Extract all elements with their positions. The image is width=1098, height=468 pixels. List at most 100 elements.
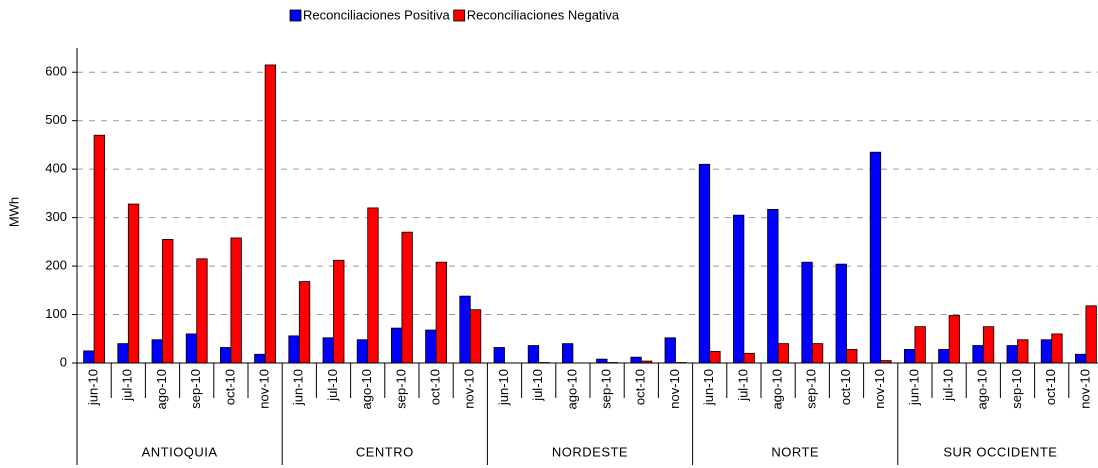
bar <box>117 343 129 364</box>
bar <box>527 345 540 364</box>
bar <box>948 315 960 364</box>
x-tick-label: oct-10 <box>838 369 853 405</box>
bar <box>1051 333 1063 364</box>
x-tick-label: jun-10 <box>906 369 921 406</box>
y-tick-label: 200 <box>45 258 67 273</box>
bar <box>469 309 482 364</box>
bar <box>596 358 608 364</box>
bar <box>709 350 721 364</box>
x-tick-label: jun-10 <box>496 369 511 406</box>
group-label: NORTE <box>771 444 819 459</box>
bar <box>630 356 642 364</box>
bar <box>288 335 300 364</box>
bar <box>1085 305 1097 364</box>
x-tick-label: jun-10 <box>701 369 716 406</box>
x-tick-label: jul-10 <box>530 369 545 402</box>
x-tick-label: nov-10 <box>462 369 477 409</box>
x-tick-label: oct-10 <box>428 369 443 405</box>
bar <box>835 263 847 364</box>
bar <box>733 214 745 364</box>
y-axis-title: MWh <box>6 197 21 227</box>
x-tick-label: nov-10 <box>872 369 887 409</box>
bar <box>1017 339 1029 364</box>
bar <box>356 339 369 364</box>
bar <box>846 349 858 364</box>
x-tick-label: sep-10 <box>599 369 614 409</box>
bar <box>367 207 379 364</box>
bar <box>264 64 277 364</box>
x-tick-label: jul-10 <box>120 369 135 402</box>
bar <box>425 329 437 364</box>
bar <box>938 349 950 364</box>
bar <box>254 353 266 364</box>
bar <box>743 352 755 364</box>
y-tick-label: 100 <box>45 306 67 321</box>
bar <box>904 349 916 364</box>
bar <box>811 343 824 364</box>
bar <box>493 347 505 364</box>
x-tick-label: ago-10 <box>564 369 579 409</box>
legend-label: Reconciliaciones Negativa <box>467 7 620 22</box>
bar <box>435 261 448 364</box>
bar <box>93 134 105 364</box>
x-tick-label: jul-10 <box>325 369 340 402</box>
legend-swatch <box>289 9 302 22</box>
bar <box>972 345 984 364</box>
bar <box>298 281 311 364</box>
bar <box>801 261 813 364</box>
x-tick-label: sep-10 <box>188 369 203 409</box>
x-tick-label: nov-10 <box>257 369 272 409</box>
y-tick-label: 400 <box>45 161 67 176</box>
group-label: SUR OCCIDENTE <box>943 444 1057 459</box>
x-tick-label: ago-10 <box>154 369 169 409</box>
x-tick-label: sep-10 <box>1009 369 1024 409</box>
bar <box>869 151 882 364</box>
group-label: ANTIOQUIA <box>142 444 218 459</box>
bar <box>914 326 926 364</box>
bar <box>333 259 345 364</box>
x-tick-label: oct-10 <box>1043 369 1058 405</box>
legend-label: Reconciliaciones Positiva <box>303 7 450 22</box>
x-tick-label: oct-10 <box>222 369 237 405</box>
x-tick-label: oct-10 <box>633 369 648 405</box>
x-tick-label: nov-10 <box>1077 369 1092 409</box>
bar <box>219 347 232 364</box>
bar <box>982 326 995 364</box>
bar <box>664 337 676 364</box>
bar <box>230 237 242 364</box>
bar <box>1040 339 1053 364</box>
y-tick-label: 300 <box>45 209 67 224</box>
x-tick-label: sep-10 <box>804 369 819 409</box>
bar <box>777 343 789 364</box>
legend-swatch <box>453 9 466 22</box>
bar <box>127 203 140 364</box>
bar <box>162 239 174 364</box>
group-label: CENTRO <box>356 444 414 459</box>
x-tick-label: ago-10 <box>975 369 990 409</box>
bar <box>390 327 403 364</box>
y-tick-label: 0 <box>60 354 67 369</box>
bar <box>698 163 711 364</box>
x-tick-label: jul-10 <box>941 369 956 402</box>
x-tick-label: nov-10 <box>667 369 682 409</box>
bar <box>322 337 334 364</box>
bar <box>1075 353 1087 364</box>
x-tick-label: jun-10 <box>291 369 306 406</box>
bar <box>401 231 413 364</box>
bar <box>459 295 471 364</box>
x-tick-label: jun-10 <box>86 369 101 406</box>
group-label: NORDESTE <box>552 444 628 459</box>
y-tick-label: 600 <box>45 64 67 79</box>
x-tick-label: ago-10 <box>770 369 785 409</box>
x-tick-label: jul-10 <box>735 369 750 402</box>
x-tick-label: ago-10 <box>359 369 374 409</box>
bar <box>83 350 95 364</box>
y-tick-label: 500 <box>45 112 67 127</box>
bar <box>185 333 198 364</box>
bar <box>196 258 208 364</box>
bar <box>1006 345 1018 364</box>
bar <box>151 339 163 364</box>
bar <box>562 343 574 364</box>
bar <box>767 208 779 364</box>
